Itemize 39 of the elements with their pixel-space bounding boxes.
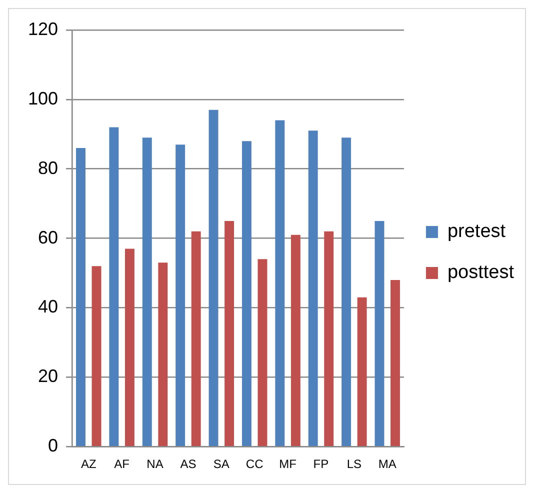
y-tick-label: 40 (38, 296, 58, 317)
y-tick-label: 80 (38, 158, 58, 178)
bar (109, 127, 119, 446)
bar (176, 144, 186, 446)
bar (324, 231, 334, 446)
bar (158, 262, 168, 446)
x-tick-label: AZ (80, 457, 96, 472)
bar (290, 234, 300, 446)
y-tick-label: 60 (38, 227, 58, 248)
x-tick-label: MA (378, 457, 396, 472)
bar (142, 138, 152, 446)
bar (191, 231, 201, 446)
bar (374, 220, 384, 446)
bar (258, 259, 268, 446)
bar (275, 120, 285, 446)
x-tick-label: FP (313, 457, 329, 472)
bar (242, 141, 252, 446)
bar (208, 110, 218, 446)
bar (224, 220, 234, 446)
x-tick-label: NA (146, 457, 164, 472)
bar (124, 248, 134, 446)
bar (308, 130, 318, 446)
x-tick-label: MF (279, 457, 296, 472)
x-tick-label: AS (180, 457, 196, 472)
x-tick-label: LS (346, 457, 362, 472)
legend-label: pretest (447, 221, 506, 242)
bar (76, 148, 86, 446)
x-tick-label: CC (246, 457, 264, 472)
y-tick-label: 0 (48, 436, 58, 456)
bar (92, 266, 102, 446)
y-tick-label: 120 (28, 18, 58, 39)
legend-label: posttest (447, 262, 515, 284)
x-tick-label: AF (114, 457, 130, 472)
bar (357, 297, 367, 446)
bar (390, 280, 400, 446)
x-tick-label: SA (213, 457, 230, 472)
bar (342, 138, 352, 446)
y-tick-label: 100 (28, 88, 58, 108)
y-tick-label: 20 (38, 366, 58, 386)
